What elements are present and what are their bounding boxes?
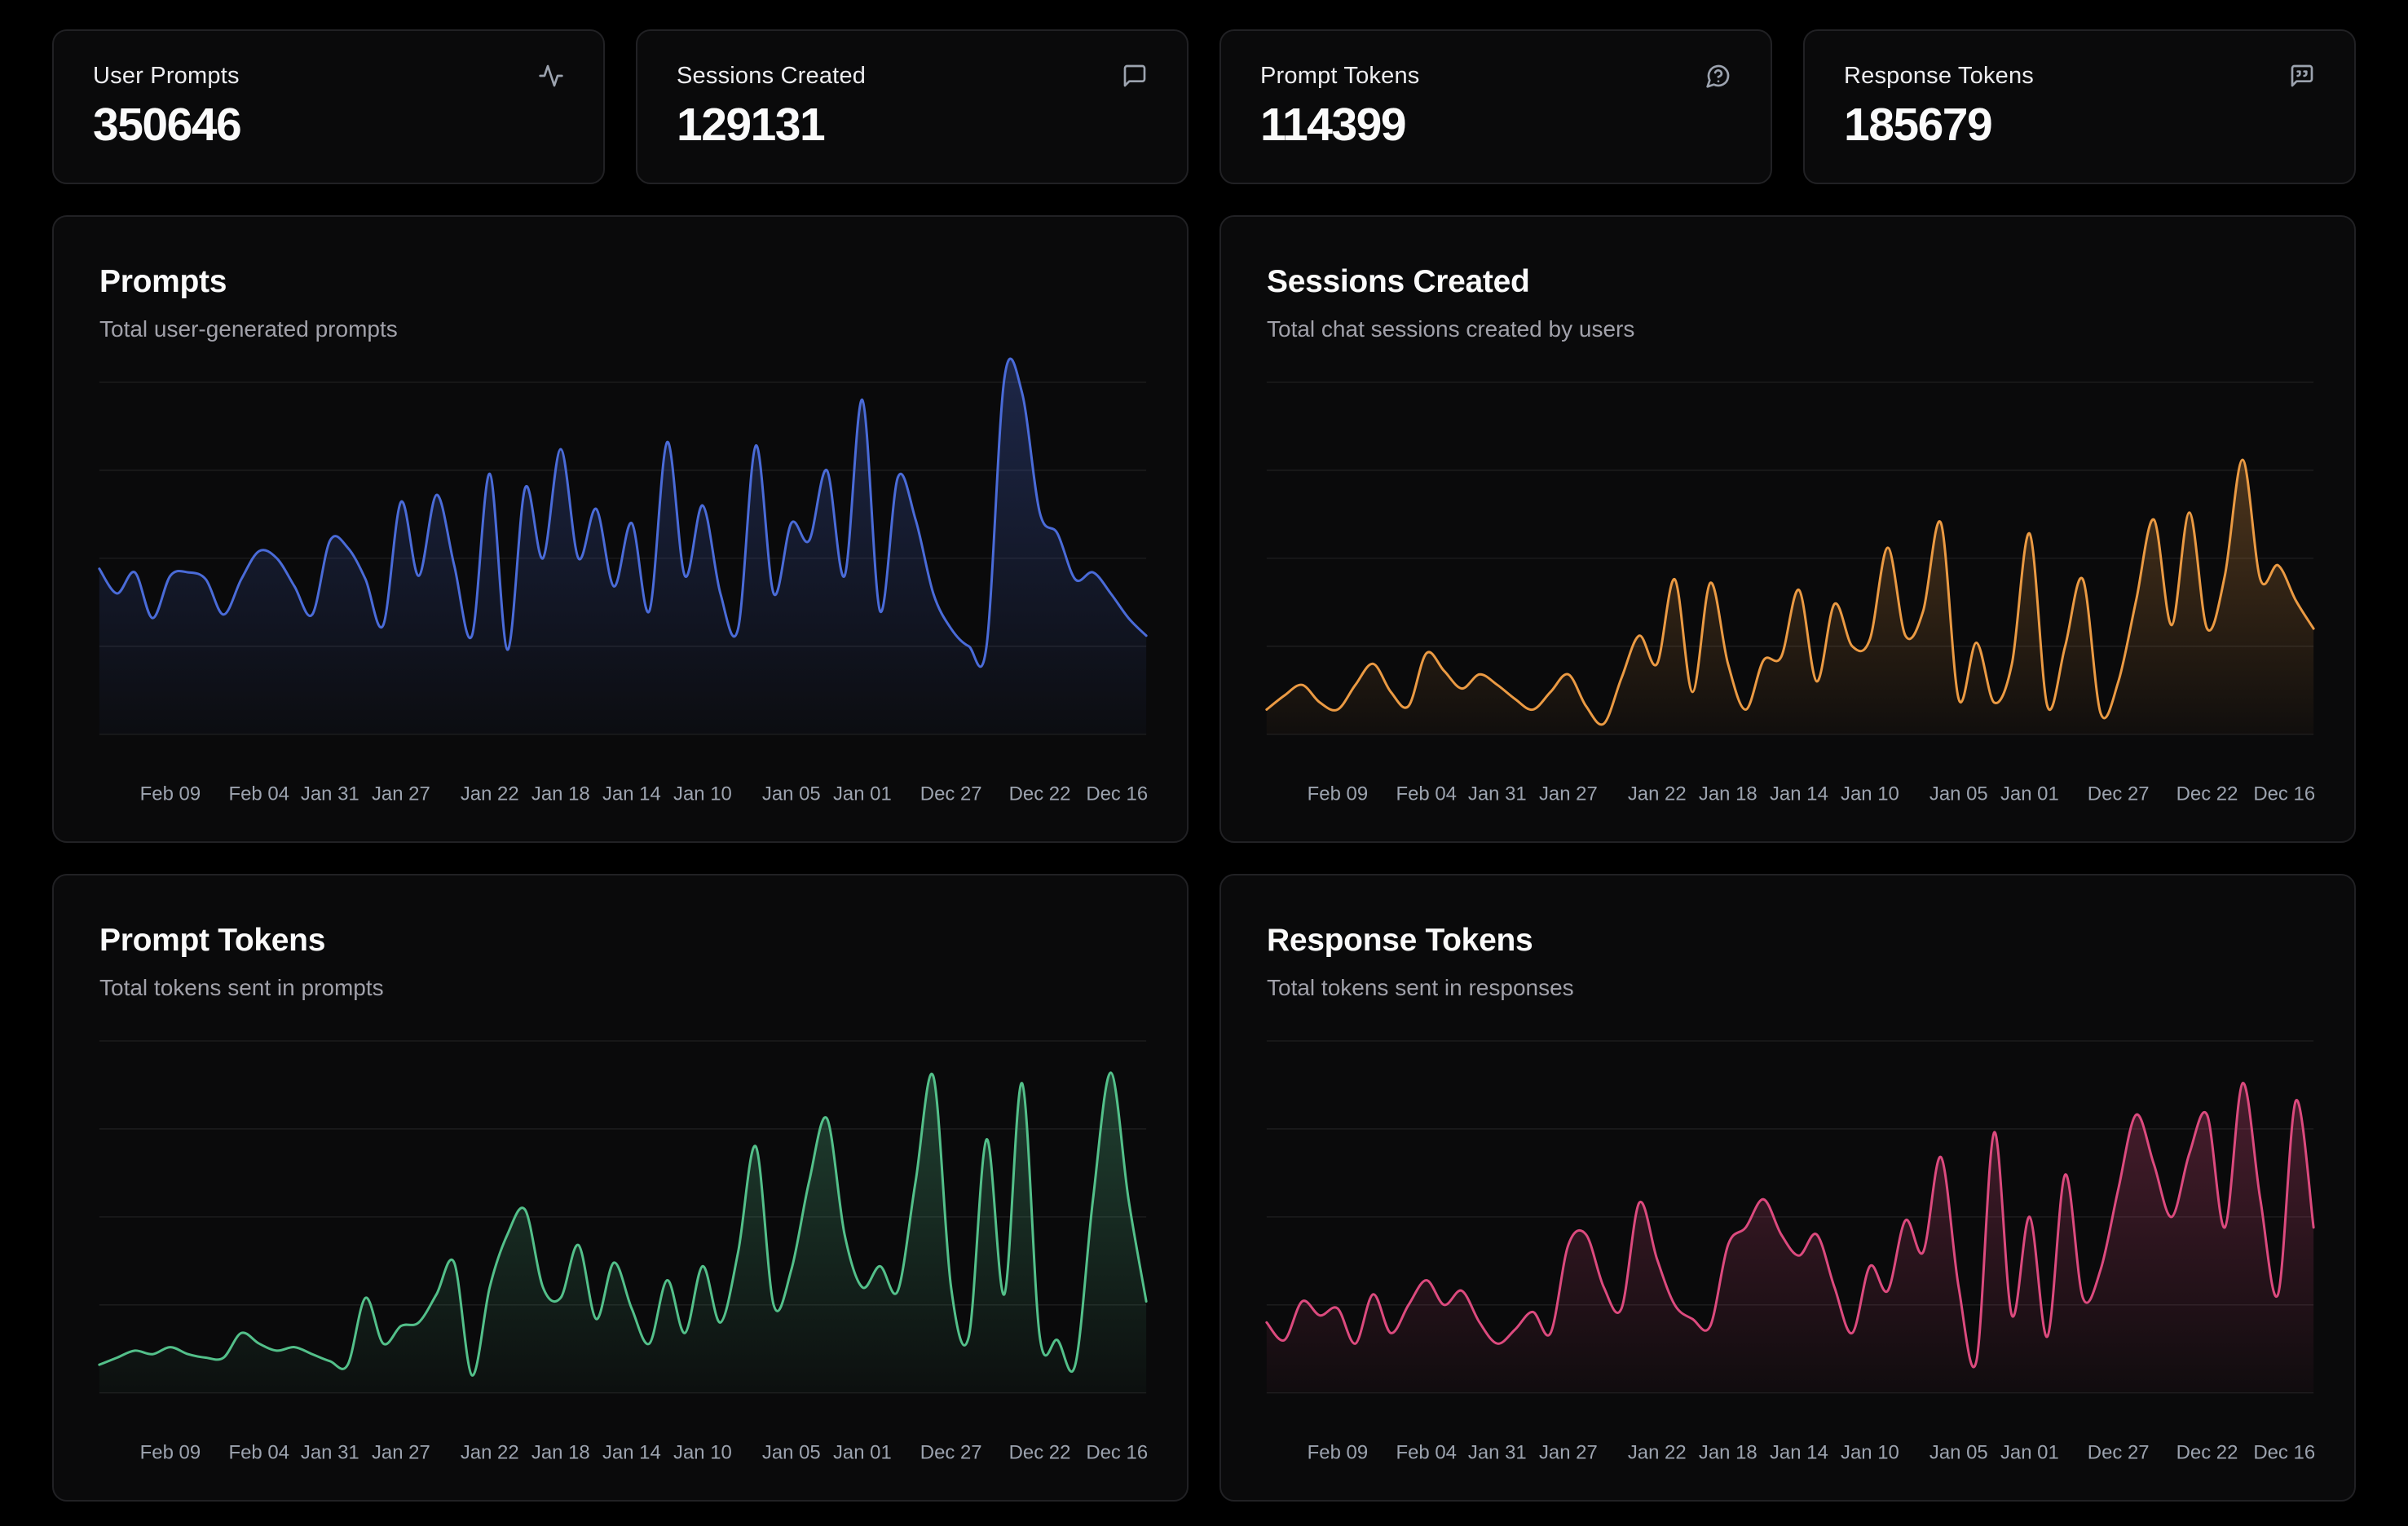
x-tick-label: Jan 18 [531,1441,590,1463]
x-tick-label: Dec 27 [2088,1441,2150,1463]
x-tick-label: Feb 09 [140,783,201,805]
x-tick-label: Dec 16 [2253,1441,2315,1463]
x-tick-label: Dec 22 [1009,1441,1071,1463]
chart-subtitle: Total chat sessions created by users [1267,316,1635,342]
stat-card-prompt-tokens: Prompt Tokens 114399 [1219,29,1772,184]
x-tick-label: Feb 09 [1308,1441,1368,1463]
area-chart-response-tokens[interactable]: Feb 09 Feb 04 Jan 31 Jan 27 Jan 22 Jan 18 Jan … [1221,875,2354,1500]
x-tick-label: Jan 31 [301,1441,359,1463]
x-tick-label: Feb 09 [1308,783,1368,805]
x-tick-label: Jan 27 [372,1441,430,1463]
x-tick-label: Jan 05 [1929,783,1988,805]
x-tick-label: Jan 01 [833,1441,892,1463]
x-tick-label: Jan 22 [461,1441,519,1463]
x-tick-label: Jan 05 [762,1441,821,1463]
chart-title: Sessions Created [1267,264,1530,299]
x-tick-label: Jan 22 [461,783,519,805]
x-tick-label: Jan 18 [531,783,590,805]
message-circle-question-icon [1705,63,1731,89]
x-tick-label: Jan 22 [1628,783,1687,805]
chart-subtitle: Total tokens sent in responses [1267,975,1574,1000]
chart-card-response-tokens: Response Tokens Total tokens sent in res… [1219,874,2356,1502]
area-chart-sessions-created[interactable]: Feb 09 Feb 04 Jan 31 Jan 27 Jan 22 Jan 18 Jan … [1221,217,2354,841]
x-tick-label: Jan 05 [762,783,821,805]
stat-value: 114399 [1260,98,1407,151]
stat-value: 350646 [93,98,242,151]
x-tick-label: Dec 22 [2176,1441,2238,1463]
activity-icon [538,63,564,89]
stat-card-sessions-created: Sessions Created 129131 [636,29,1189,184]
chart-card-sessions-created: Sessions Created Total chat sessions cre… [1219,215,2356,843]
charts-grid: Prompts Total user-generated prompts Feb… [52,215,2356,1502]
area-chart-prompt-tokens[interactable]: Feb 09 Feb 04 Jan 31 Jan 27 Jan 22 Jan 18 Jan … [54,875,1187,1500]
stat-label: Sessions Created [677,62,867,89]
x-tick-label: Jan 14 [1770,1441,1828,1463]
message-square-quote-icon [2289,63,2315,89]
stat-label: User Prompts [93,62,240,89]
x-tick-label: Jan 05 [1929,1441,1988,1463]
x-tick-label: Dec 16 [2253,783,2315,805]
message-square-icon [1122,63,1148,89]
x-tick-label: Feb 04 [1396,1441,1457,1463]
chart-title: Response Tokens [1267,923,1533,958]
x-tick-label: Jan 18 [1699,783,1757,805]
x-tick-label: Dec 27 [2088,783,2150,805]
stat-label: Response Tokens [1844,62,2035,89]
stat-value: 185679 [1844,98,1993,151]
area-chart-prompts[interactable]: Feb 09 Feb 04 Jan 31 Jan 27 Jan 22 Jan 18 Jan … [54,217,1187,841]
x-tick-label: Jan 22 [1628,1441,1687,1463]
x-tick-label: Feb 09 [140,1441,201,1463]
x-tick-label: Feb 04 [1396,783,1457,805]
x-tick-label: Jan 10 [1841,1441,1899,1463]
x-tick-label: Jan 14 [602,1441,661,1463]
chart-subtitle: Total tokens sent in prompts [99,975,384,1000]
x-tick-label: Dec 22 [1009,783,1071,805]
x-tick-label: Jan 27 [1539,783,1598,805]
x-tick-label: Jan 10 [1841,783,1899,805]
x-tick-label: Jan 01 [833,783,892,805]
chart-subtitle: Total user-generated prompts [99,316,398,342]
stat-value: 129131 [677,98,826,151]
x-tick-label: Dec 27 [920,1441,982,1463]
x-tick-label: Jan 18 [1699,1441,1757,1463]
x-tick-label: Jan 10 [673,1441,732,1463]
stat-label: Prompt Tokens [1260,62,1420,89]
x-tick-label: Jan 10 [673,783,732,805]
stat-card-response-tokens: Response Tokens 185679 [1803,29,2356,184]
x-tick-label: Jan 14 [602,783,661,805]
x-tick-label: Dec 22 [2176,783,2238,805]
chart-title: Prompt Tokens [99,923,326,958]
stats-row: User Prompts 350646 Sessions Created 129… [52,29,2356,184]
x-tick-label: Jan 27 [1539,1441,1598,1463]
x-tick-label: Jan 14 [1770,783,1828,805]
x-tick-label: Feb 04 [229,783,289,805]
x-tick-label: Dec 27 [920,783,982,805]
x-tick-label: Feb 04 [229,1441,289,1463]
x-tick-label: Dec 16 [1086,1441,1148,1463]
chart-card-prompts: Prompts Total user-generated prompts Feb… [52,215,1189,843]
x-tick-label: Jan 01 [2000,783,2059,805]
stat-card-user-prompts: User Prompts 350646 [52,29,605,184]
x-tick-label: Dec 16 [1086,783,1148,805]
x-tick-label: Jan 31 [301,783,359,805]
chart-card-prompt-tokens: Prompt Tokens Total tokens sent in promp… [52,874,1189,1502]
x-tick-label: Jan 31 [1468,1441,1527,1463]
x-tick-label: Jan 31 [1468,783,1527,805]
chart-title: Prompts [99,264,227,299]
x-tick-label: Jan 01 [2000,1441,2059,1463]
x-tick-label: Jan 27 [372,783,430,805]
